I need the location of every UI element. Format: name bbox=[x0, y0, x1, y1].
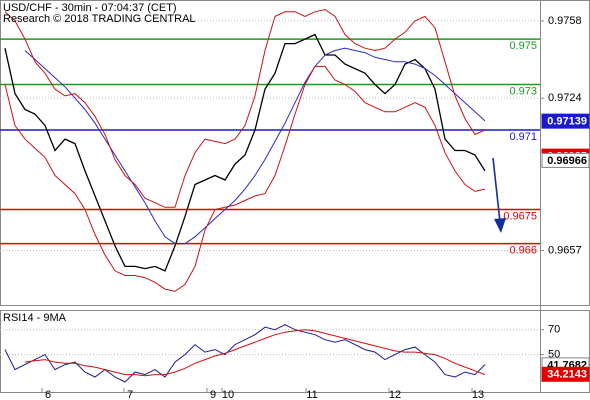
price-marker bbox=[541, 366, 590, 382]
price-marker-label: 0.96966 bbox=[547, 155, 587, 167]
level-label: 0.971 bbox=[509, 131, 537, 143]
x-tick-label: 9 bbox=[210, 389, 216, 400]
series-line bbox=[4, 33, 486, 272]
y-tick-label: 0.9724 bbox=[548, 92, 582, 104]
rsi-panel-frame bbox=[0, 310, 590, 393]
price-marker-label: 0.97139 bbox=[547, 116, 587, 128]
x-tick-label: 7 bbox=[127, 389, 133, 400]
chart-subtitle: Research © 2018 TRADING CENTRAL bbox=[3, 13, 196, 25]
rsi-title: RSI14 - 9MA bbox=[3, 312, 67, 324]
x-tick-label: 13 bbox=[472, 389, 484, 400]
series-line bbox=[24, 47, 486, 245]
y-tick-label: 0.9758 bbox=[548, 15, 582, 27]
x-tick-label: 11 bbox=[306, 389, 317, 400]
series-line bbox=[4, 65, 486, 292]
level-label: 0.9675 bbox=[503, 210, 537, 222]
y-tick-label: 70 bbox=[548, 324, 560, 336]
series-line bbox=[4, 324, 486, 383]
x-tick-label: 6 bbox=[45, 389, 51, 400]
x-tick-label: 12 bbox=[389, 389, 401, 400]
price-panel-frame bbox=[0, 0, 590, 306]
level-label: 0.973 bbox=[509, 85, 537, 97]
level-label: 0.975 bbox=[509, 40, 537, 52]
forecast-arrow bbox=[492, 157, 501, 223]
series-line bbox=[24, 329, 486, 377]
level-label: 0.966 bbox=[509, 245, 537, 257]
price-marker bbox=[541, 152, 590, 168]
price-marker bbox=[541, 113, 590, 129]
chart-title: USD/CHF - 30min - 07:04:37 (CET) bbox=[3, 2, 177, 14]
series-line bbox=[4, 8, 486, 208]
y-tick-label: 0.9657 bbox=[548, 244, 582, 256]
price-marker-label: 34.2143 bbox=[547, 369, 587, 381]
forecast-arrowhead bbox=[494, 218, 506, 233]
plot-layer: 0.9758 0.9724 0.9657 0.975 0.973 0.971 0.9675 0… bbox=[0, 8, 590, 400]
x-tick-label: 10 bbox=[222, 389, 234, 400]
